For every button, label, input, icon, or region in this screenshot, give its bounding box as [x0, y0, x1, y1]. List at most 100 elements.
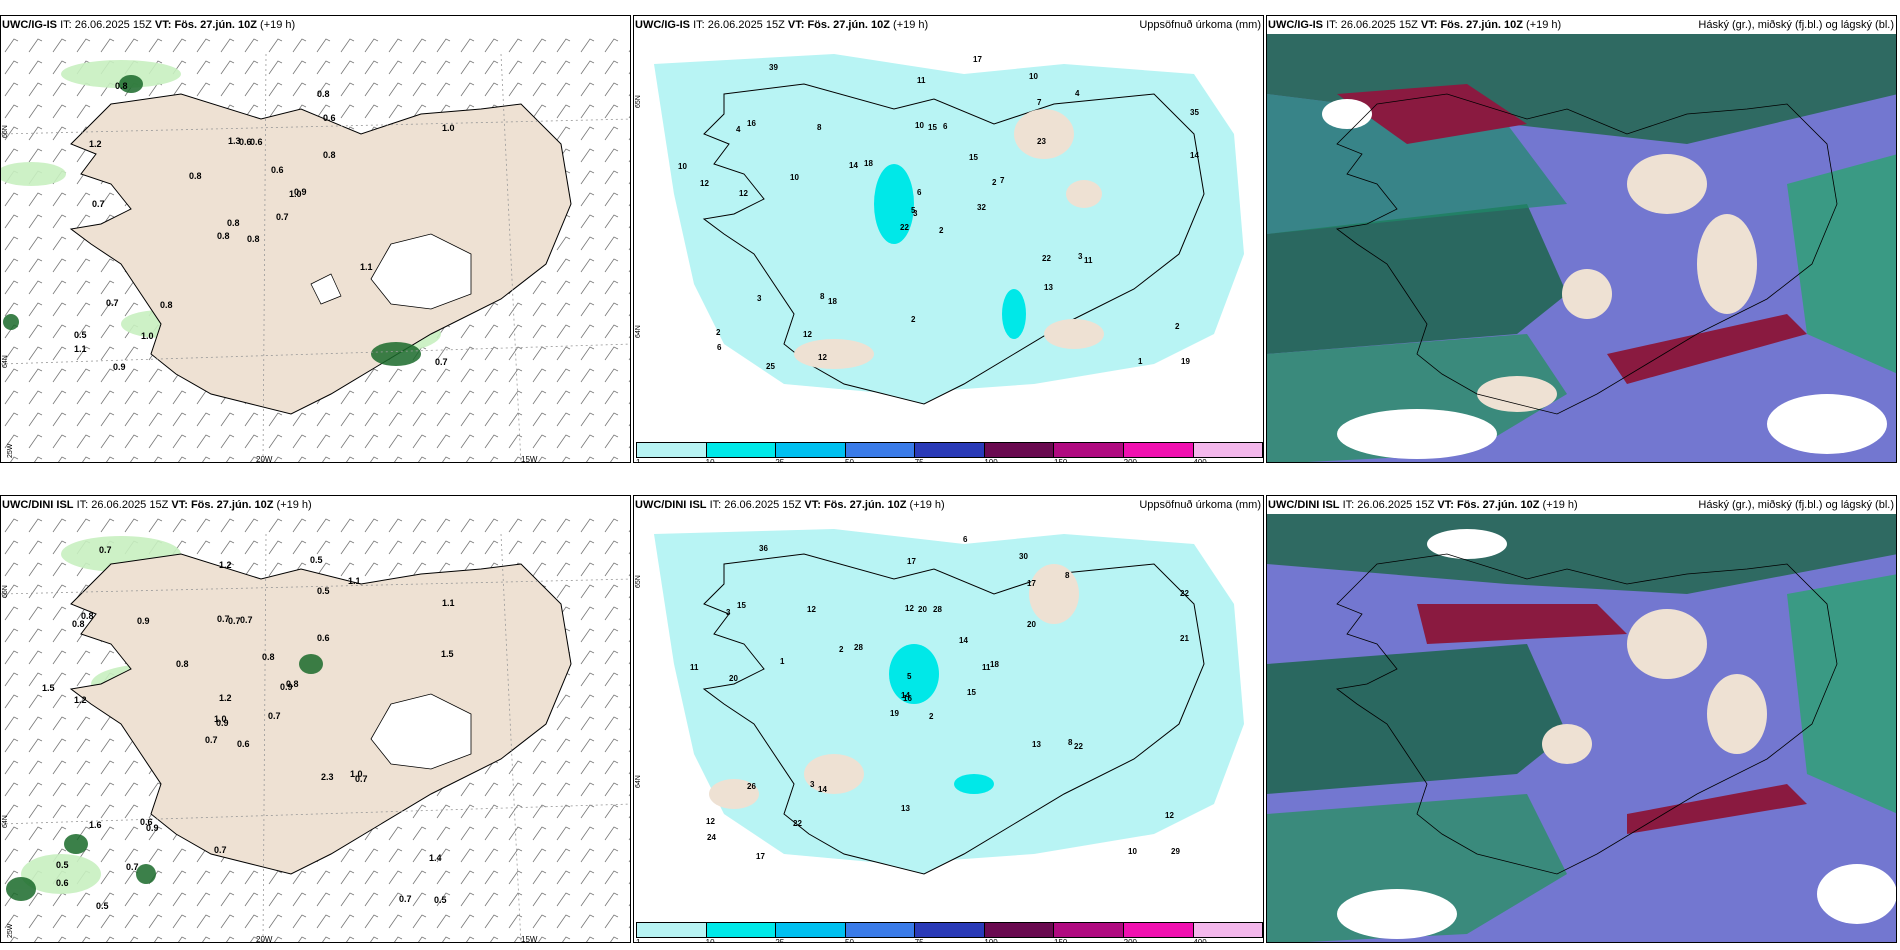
- value-label: 28: [854, 643, 863, 652]
- value-label: 1: [780, 657, 785, 666]
- it-value: 26.06.2025 15Z: [1340, 19, 1418, 31]
- value-label: 1.2: [89, 139, 102, 149]
- vt-value: Fös. 27.jún. 10Z: [1456, 499, 1540, 511]
- vt-label: VT:: [804, 499, 821, 511]
- value-label: 29: [1171, 847, 1180, 856]
- value-label: 3: [726, 608, 731, 617]
- grid-label: 66N: [2, 125, 9, 138]
- value-label: 2: [929, 712, 934, 721]
- value-label: 17: [973, 55, 982, 64]
- panel-precip-igis: UWC/IG-IS IT: 26.06.2025 15Z VT: Fös. 27…: [633, 15, 1264, 463]
- value-label: 0.7: [276, 212, 289, 222]
- panel-header: UWC/IG-IS IT: 26.06.2025 15Z VT: Fös. 27…: [1268, 17, 1894, 33]
- value-label: 22: [1180, 589, 1189, 598]
- value-label: 1.3: [228, 136, 241, 146]
- wind-value-labels: 0.60.80.90.50.90.90.50.70.50.70.70.51.21…: [42, 545, 455, 911]
- lead-time: (+19 h): [260, 19, 296, 31]
- value-label: 0.7: [399, 894, 412, 904]
- value-label: 1.4: [429, 853, 442, 863]
- value-label: 0.5: [74, 330, 87, 340]
- value-label: 0.6: [239, 137, 252, 147]
- colorbar-swatch: [706, 443, 777, 457]
- value-label: 7: [1000, 176, 1005, 185]
- value-label: 0.8: [72, 619, 85, 629]
- vt-value: Fös. 27.jún. 10Z: [807, 19, 890, 31]
- value-label: 14: [849, 161, 858, 170]
- colorbar-tick: 10: [705, 458, 715, 463]
- value-label: 5: [907, 672, 912, 681]
- panel-cloud-igis: UWC/IG-IS IT: 26.06.2025 15Z VT: Fös. 27…: [1266, 15, 1897, 463]
- model-name: UWC/DINI ISL: [2, 499, 74, 511]
- value-label: 1: [1138, 357, 1143, 366]
- vt-label: VT:: [171, 499, 188, 511]
- value-label: 30: [1019, 552, 1028, 561]
- model-name: UWC/IG-IS: [2, 19, 57, 31]
- value-label: 11: [917, 76, 926, 85]
- value-label: 24: [707, 833, 716, 842]
- vt-label: VT:: [787, 19, 805, 31]
- colorbar-swatch: [1054, 923, 1124, 937]
- value-label: 0.7: [217, 614, 230, 624]
- panel-header: UWC/DINI ISL IT: 26.06.2025 15Z VT: Fös.…: [1268, 497, 1894, 513]
- value-label: 0.9: [294, 187, 307, 197]
- precip-map: 2316121114302817153629202219201712142628…: [634, 514, 1263, 926]
- value-label: 0.7: [240, 615, 253, 625]
- value-label: 0.5: [317, 586, 330, 596]
- value-label: 0.6: [237, 739, 250, 749]
- value-label: 0.6: [140, 817, 153, 827]
- vt-label: VT:: [1437, 499, 1454, 511]
- colorbar-tick: 100: [984, 938, 998, 943]
- value-label: 0.6: [250, 137, 263, 147]
- value-label: 17: [1027, 579, 1036, 588]
- vt-value: Fös. 27.jún. 10Z: [823, 499, 907, 511]
- value-label: 3: [757, 294, 762, 303]
- value-label: 20: [729, 674, 738, 683]
- value-label: 2: [939, 226, 944, 235]
- value-label: 1.1: [74, 344, 87, 354]
- value-label: 1.2: [219, 693, 232, 703]
- value-label: 36: [759, 544, 768, 553]
- colorbar-tick: 75: [914, 458, 924, 463]
- panel-wind-igis: UWC/IG-IS IT: 26.06.2025 15Z VT: Fös. 27…: [0, 15, 631, 463]
- panel-title: Háský (gr.), miðský (fj.bl.) og lágský (…: [1698, 499, 1894, 511]
- value-label: 13: [1032, 740, 1041, 749]
- value-label: 16: [903, 694, 912, 703]
- iceland-outline: [1336, 553, 1838, 875]
- colorbar-tick: 150: [1054, 938, 1068, 943]
- it-value: 26.06.2025 15Z: [91, 499, 169, 511]
- value-label: 3: [913, 209, 918, 218]
- value-label: 22: [793, 819, 802, 828]
- value-label: 15: [969, 153, 978, 162]
- colorbar-swatch: [1193, 923, 1263, 937]
- it-label: IT:: [693, 19, 705, 31]
- value-label: 1.6: [89, 820, 102, 830]
- value-label: 2: [1175, 322, 1180, 331]
- value-label: 4: [736, 125, 741, 134]
- value-label: 4: [1075, 89, 1080, 98]
- value-label: 10: [678, 162, 687, 171]
- value-label: 12: [905, 604, 914, 613]
- value-label: 19: [1181, 357, 1190, 366]
- value-label: 2: [839, 645, 844, 654]
- grid-label: 15W: [521, 935, 538, 943]
- value-label: 1.0: [289, 189, 302, 199]
- colorbar-swatch: [637, 923, 707, 937]
- value-label: 17: [756, 852, 765, 861]
- grid-label: 64N: [635, 325, 642, 338]
- panel-header: UWC/DINI ISL IT: 26.06.2025 15Z VT: Fös.…: [2, 497, 628, 513]
- panel-wind-dini: UWC/DINI ISL IT: 26.06.2025 15Z VT: Fös.…: [0, 495, 631, 943]
- colorbar-swatch: [776, 443, 846, 457]
- value-label: 22: [900, 223, 909, 232]
- grid-label: 64N: [2, 815, 9, 828]
- value-label: 39: [769, 63, 778, 72]
- value-label: 0.8: [81, 611, 94, 621]
- value-label: 21: [1180, 634, 1189, 643]
- value-label: 0.7: [99, 545, 112, 555]
- value-label: 0.9: [280, 682, 293, 692]
- wind-map: 0.81.20.80.51.00.80.80.60.60.70.80.70.71…: [1, 34, 630, 462]
- value-label: 26: [747, 782, 756, 791]
- it-value: 26.06.2025 15Z: [74, 19, 152, 31]
- value-label: 12: [1165, 811, 1174, 820]
- value-label: 0.7: [205, 735, 218, 745]
- value-label: 1.5: [441, 649, 454, 659]
